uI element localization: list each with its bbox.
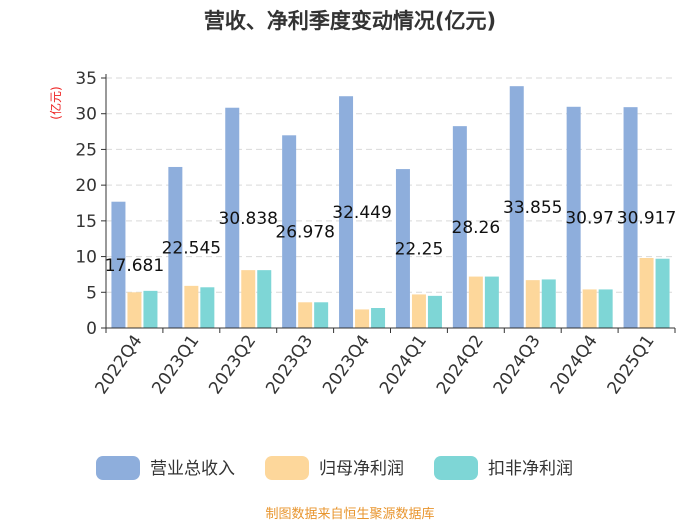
y-tick-label: 25 xyxy=(75,140,97,160)
bar-deducted-profit xyxy=(314,302,329,328)
bar-deducted-profit xyxy=(371,308,386,328)
legend-label: 营业总收入 xyxy=(150,459,235,479)
x-axis-ticks: 2022Q4 2023Q1 2023Q2 2023Q3 2023Q4 2024Q1 2024… xyxy=(91,328,676,398)
y-tick-label: 30 xyxy=(75,105,97,125)
data-label: 28.26 xyxy=(452,218,501,238)
x-tick-label: 2023Q3 xyxy=(262,331,317,398)
bar-parent-profit xyxy=(127,292,142,328)
x-tick-label: 2023Q2 xyxy=(205,331,260,398)
bar-deducted-profit xyxy=(598,289,613,328)
legend-item: 扣非净利润 xyxy=(434,456,573,480)
data-label: 33.855 xyxy=(503,198,562,218)
bar-revenue xyxy=(623,107,638,329)
data-label: 17.681 xyxy=(105,256,164,276)
bar-parent-profit xyxy=(184,285,199,328)
data-label: 22.545 xyxy=(162,238,221,258)
x-tick-label: 2024Q1 xyxy=(376,331,431,398)
bar-parent-profit xyxy=(639,258,654,328)
data-label: 30.917 xyxy=(617,209,676,229)
x-tick-label: 2023Q1 xyxy=(148,331,203,398)
data-label: 30.838 xyxy=(219,209,278,229)
bar-deducted-profit xyxy=(143,290,158,328)
bars xyxy=(111,86,670,329)
x-tick-label: 2022Q4 xyxy=(91,331,146,398)
bar-deducted-profit xyxy=(200,287,215,328)
y-tick-label: 5 xyxy=(86,283,97,303)
bar-revenue xyxy=(452,126,467,329)
bar-parent-profit xyxy=(298,302,313,328)
data-label: 32.449 xyxy=(332,203,391,223)
bar-deducted-profit xyxy=(427,295,442,328)
bar-revenue xyxy=(111,201,126,328)
bar-revenue xyxy=(339,96,354,328)
y-tick-label: 15 xyxy=(75,212,97,232)
bar-revenue xyxy=(566,106,581,329)
x-tick-label: 2024Q2 xyxy=(433,331,488,398)
y-tick-label: 10 xyxy=(75,248,97,268)
x-tick-label: 2024Q4 xyxy=(547,331,602,398)
y-tick-label: 0 xyxy=(86,319,97,339)
y-tick-label: 20 xyxy=(75,176,97,196)
grid-lines xyxy=(106,77,675,293)
bar-parent-profit xyxy=(468,276,483,328)
data-label: 30.97 xyxy=(565,208,614,228)
legend-label: 扣非净利润 xyxy=(488,459,573,479)
source-note: 制图数据来自恒生聚源数据库 xyxy=(265,506,434,522)
legend: 营业总收入 归母净利润 扣非净利润 xyxy=(96,456,573,480)
bar-revenue xyxy=(282,135,297,328)
bar-deducted-profit xyxy=(257,270,272,328)
y-axis-ticks: 0 5 10 15 20 25 30 35 xyxy=(75,69,106,339)
y-tick-label: 35 xyxy=(75,69,97,89)
x-tick-label: 2025Q1 xyxy=(604,331,659,398)
bar-parent-profit xyxy=(411,294,426,328)
bar-deducted-profit xyxy=(541,279,556,328)
bar-parent-profit xyxy=(582,289,597,328)
legend-swatch xyxy=(265,456,309,480)
bar-revenue xyxy=(509,86,524,328)
x-tick-label: 2023Q4 xyxy=(319,331,374,398)
bar-revenue xyxy=(395,169,410,328)
chart-title: 营收、净利季度变动情况(亿元) xyxy=(204,9,496,33)
legend-swatch xyxy=(434,456,478,480)
x-tick-label: 2024Q3 xyxy=(490,331,545,398)
data-label: 26.978 xyxy=(275,223,334,243)
legend-label: 归母净利润 xyxy=(319,459,404,479)
y-axis-unit-label: (亿元) xyxy=(48,86,63,119)
bar-revenue xyxy=(168,166,183,328)
bar-parent-profit xyxy=(241,270,256,328)
bar-deducted-profit xyxy=(655,258,670,328)
bar-deducted-profit xyxy=(484,276,499,328)
legend-swatch xyxy=(96,456,140,480)
data-label: 22.25 xyxy=(395,240,444,260)
bar-revenue xyxy=(225,107,240,328)
legend-item: 营业总收入 xyxy=(96,456,235,480)
bar-parent-profit xyxy=(525,280,540,328)
bar-parent-profit xyxy=(355,309,370,328)
legend-item: 归母净利润 xyxy=(265,456,404,480)
